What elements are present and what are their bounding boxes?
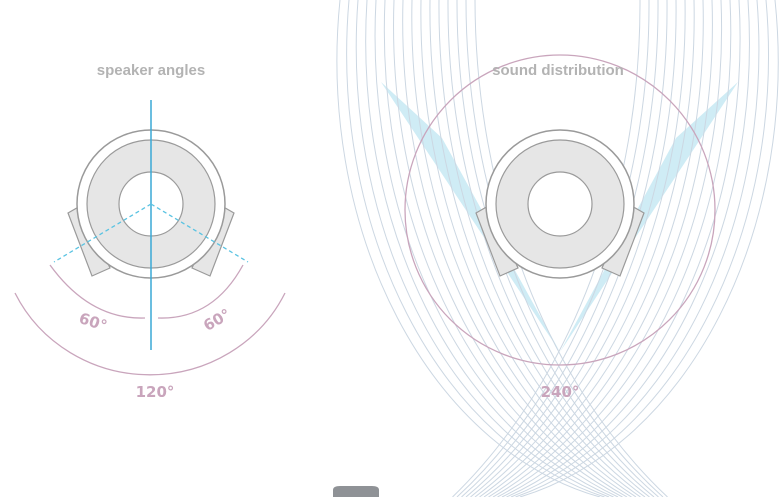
left-sound-beam [381, 82, 560, 352]
right-direction-dashed-line [150, 203, 249, 263]
wave-arc [393, 0, 628, 497]
wave-arc [501, 0, 741, 497]
wave-arc [474, 0, 686, 497]
wave-arc [479, 0, 695, 497]
arc-60-right [157, 264, 244, 319]
wave-arc [447, 0, 655, 497]
left-direction-dashed-line [53, 203, 152, 263]
speaker-right [475, 129, 645, 279]
right-sound-beam [560, 82, 738, 352]
wave-arc [483, 0, 704, 497]
wave-arc [474, 0, 668, 497]
wave-arc [470, 0, 677, 497]
wave-arc [519, 0, 779, 497]
wave-arc [402, 0, 632, 497]
wave-arc [465, 0, 668, 497]
wave-arc [488, 0, 713, 497]
angle-label-240: 240° [541, 383, 580, 401]
wave-arc [355, 0, 610, 497]
arc-240 [404, 54, 716, 366]
angle-label-60-left: 60° [77, 309, 110, 335]
wave-arc [492, 0, 723, 497]
wave-arc [383, 0, 623, 497]
wave-arc [461, 0, 659, 497]
wave-arc [411, 0, 637, 497]
arc-120 [14, 292, 286, 376]
wave-arc [438, 0, 650, 497]
speaker-center [527, 171, 593, 237]
arc-60-left [49, 264, 146, 319]
sound-distribution-panel: sound distribution 240° [336, 0, 779, 497]
wave-arc [429, 0, 646, 497]
wave-arc [456, 0, 650, 497]
sound-wave-fronts [336, 0, 779, 497]
angle-label-120: 120° [136, 383, 175, 401]
wave-arc [365, 0, 614, 497]
angle-label-60-right: 60° [200, 305, 234, 335]
wave-arc [336, 0, 601, 497]
wave-arc [510, 0, 760, 497]
speaker-angles-panel: speaker angles 60° 60° 120° [14, 62, 286, 401]
wave-arc [346, 0, 605, 497]
wave-arc [456, 0, 659, 497]
wave-arc [497, 0, 732, 497]
speaker-angles-title: speaker angles [97, 62, 205, 79]
wave-arc [374, 0, 619, 497]
wave-arc [420, 0, 641, 497]
sound-distribution-title: sound distribution [492, 62, 624, 79]
device-fragment [333, 486, 379, 497]
wave-arc [452, 0, 641, 497]
